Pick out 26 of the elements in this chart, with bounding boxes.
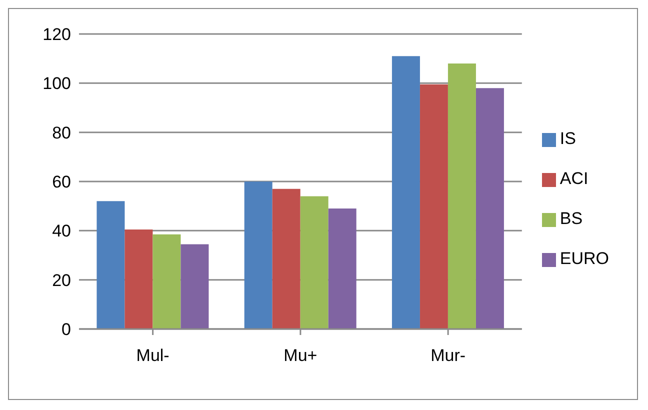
y-tick-label: 60 xyxy=(52,172,71,192)
bar xyxy=(476,88,504,329)
bar xyxy=(96,201,125,329)
bar xyxy=(448,64,476,329)
bar xyxy=(124,229,153,329)
bar xyxy=(420,84,448,329)
bar xyxy=(328,208,356,329)
y-tick-label: 80 xyxy=(52,123,71,142)
bar xyxy=(272,188,300,329)
bar xyxy=(244,182,272,329)
x-tick-label: Mu+ xyxy=(284,346,318,366)
x-tick-label: Mul- xyxy=(136,346,170,366)
bar xyxy=(180,244,209,329)
y-tick-label: 120 xyxy=(42,25,71,44)
bar xyxy=(300,196,328,329)
y-tick-label: 0 xyxy=(62,320,71,340)
x-tick-label: Mur- xyxy=(430,346,466,366)
y-tick-label: 100 xyxy=(42,74,71,94)
y-tick-label: 40 xyxy=(52,222,71,241)
bar xyxy=(392,56,420,329)
legend-label: BS xyxy=(560,209,583,228)
legend-label: ACI xyxy=(560,169,588,188)
y-tick-label: 20 xyxy=(52,270,71,290)
bar xyxy=(152,234,181,329)
legend-label: EURO xyxy=(560,249,609,268)
legend-label: IS xyxy=(560,129,576,148)
